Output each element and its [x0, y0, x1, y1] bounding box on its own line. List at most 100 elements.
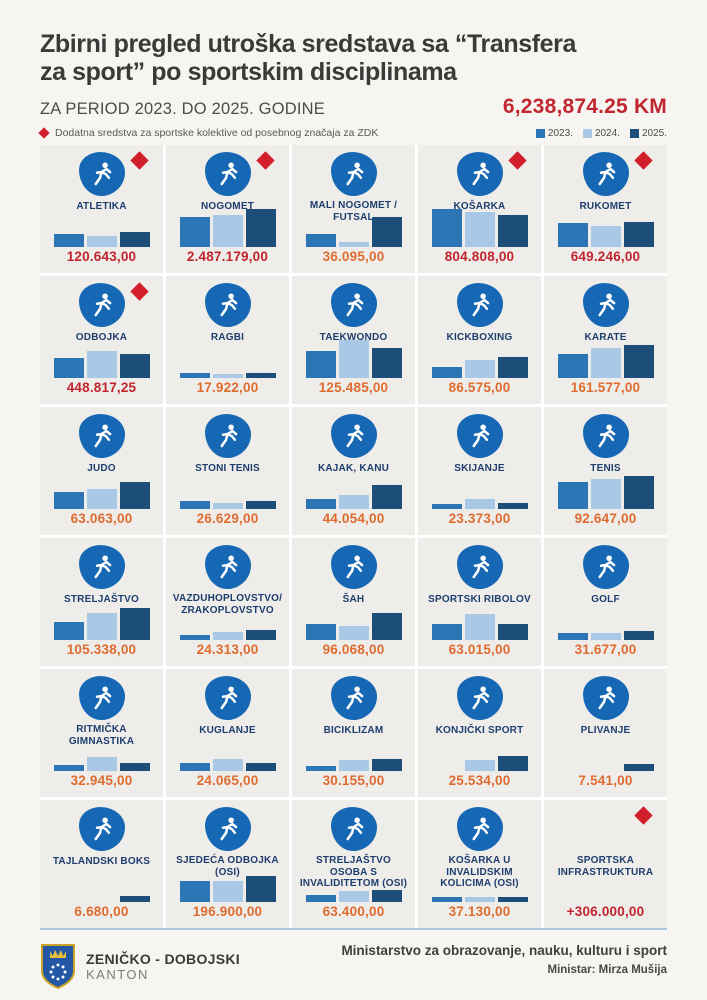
minister-name: Ministar: Mirza Mušija — [547, 964, 668, 976]
mini-bar-chart — [423, 346, 536, 378]
discipline-value: 31.677,00 — [574, 642, 637, 657]
konjicki-sport-icon — [456, 676, 503, 720]
bar-2025 — [623, 222, 654, 247]
discipline-name: STONI TENIS — [195, 462, 260, 474]
icon-zone — [330, 412, 377, 460]
bar-2023 — [53, 492, 84, 509]
page-title-line1: Zbirni pregled utroška sredstava sa “Tra… — [40, 30, 576, 58]
discipline-cell: ODBOJKA 448.817,25 — [40, 276, 163, 404]
bar-2023 — [431, 897, 462, 902]
bar-2025 — [119, 232, 150, 247]
bar-2025 — [119, 482, 150, 509]
bar-2024 — [590, 348, 621, 378]
mini-bar-chart — [297, 739, 410, 771]
discipline-cell: ŠAH 96.068,00 — [292, 538, 415, 666]
discipline-cell: KARATE 161.577,00 — [544, 276, 667, 404]
icon-zone — [330, 674, 377, 722]
discipline-value: 36.095,00 — [322, 249, 385, 264]
bar-2025 — [119, 354, 150, 378]
bar-2025 — [245, 630, 276, 640]
bar-2023 — [179, 635, 210, 640]
discipline-cell: PLIVANJE 7.541,00 — [544, 669, 667, 797]
bar-2024 — [338, 891, 369, 902]
discipline-value: 448.817,25 — [66, 380, 137, 395]
ritmicka-gimnastika-icon — [78, 676, 125, 720]
bar-2023 — [557, 223, 588, 247]
discipline-value: 161.577,00 — [570, 380, 641, 395]
discipline-name: MALI NOGOMET / FUTSAL — [309, 200, 398, 223]
discipline-cell: BICIKLIZAM 30.155,00 — [292, 669, 415, 797]
icon-zone — [582, 150, 629, 198]
plivanje-icon — [582, 676, 629, 720]
icon-zone — [204, 150, 251, 198]
taekwondo-icon — [330, 283, 377, 327]
discipline-name: ŠAH — [342, 593, 365, 605]
icon-zone — [456, 281, 503, 329]
mini-bar-chart — [549, 739, 662, 771]
icon-zone — [204, 412, 251, 460]
bar-2024 — [464, 614, 495, 640]
icon-zone — [330, 805, 377, 853]
bar-2024 — [86, 351, 117, 378]
bar-2025 — [245, 763, 276, 771]
tenis-icon — [582, 414, 629, 458]
discipline-name: ATLETIKA — [76, 200, 127, 212]
discipline-name: GOLF — [591, 593, 620, 605]
discipline-value: 6.680,00 — [74, 904, 129, 919]
discipline-cell: STONI TENIS 26.629,00 — [166, 407, 289, 535]
icon-zone — [582, 543, 629, 591]
discipline-value: 37.130,00 — [448, 904, 511, 919]
bar-2024 — [86, 236, 117, 247]
discipline-name: VAZDUHOPLOVSTVO/ ZRAKOPLOVSTVO — [172, 593, 283, 616]
mini-bar-chart — [45, 870, 158, 902]
discipline-name: PLIVANJE — [580, 724, 631, 736]
bar-2024 — [212, 632, 243, 640]
discipline-value: 23.373,00 — [448, 511, 511, 526]
bar-2023 — [557, 482, 588, 509]
discipline-cell: KAJAK, KANU 44.054,00 — [292, 407, 415, 535]
discipline-cell: NOGOMET 2.487.179,00 — [166, 145, 289, 273]
mini-bar-chart — [171, 346, 284, 378]
bar-2025 — [623, 345, 654, 378]
bar-2023 — [431, 504, 462, 509]
bar-2024 — [212, 503, 243, 509]
mini-bar-chart — [297, 477, 410, 509]
discipline-value: 86.575,00 — [448, 380, 511, 395]
bar-2024 — [86, 613, 117, 640]
discipline-cell: ATLETIKA 120.643,00 — [40, 145, 163, 273]
streljastvo-icon — [78, 545, 125, 589]
icon-zone — [78, 805, 125, 853]
mini-bar-chart — [45, 215, 158, 247]
discipline-name: KOŠARKA U INVALIDSKIM KOLICIMA (OSI) — [440, 855, 519, 889]
bar-2023 — [179, 217, 210, 247]
legend-swatch-icon — [535, 128, 545, 138]
discipline-value: 17.922,00 — [196, 380, 259, 395]
canton-sub: KANTON — [86, 966, 149, 982]
mini-bar-chart — [171, 876, 284, 902]
bar-2023 — [305, 499, 336, 509]
discipline-value: 196.900,00 — [192, 904, 263, 919]
icon-zone — [204, 805, 251, 853]
bar-2025 — [371, 348, 402, 378]
bar-2024 — [464, 760, 495, 771]
bar-2025 — [371, 759, 402, 771]
discipline-name: JUDO — [87, 462, 116, 474]
discipline-cell: SKIJANJE 23.373,00 — [418, 407, 541, 535]
discipline-name: STRELJAŠTVO — [64, 593, 139, 605]
icon-zone — [204, 543, 251, 591]
bar-2023 — [179, 501, 210, 509]
bar-2023 — [557, 354, 588, 378]
icon-zone — [582, 281, 629, 329]
icon-zone — [330, 150, 377, 198]
special-note-text: Dodatna sredstva za sportske kolektive o… — [55, 127, 379, 139]
discipline-cell: KICKBOXING 86.575,00 — [418, 276, 541, 404]
discipline-cell: STRELJAŠTVO 105.338,00 — [40, 538, 163, 666]
legend-label: 2025. — [641, 127, 667, 139]
legend-swatch-icon — [629, 128, 639, 138]
mini-bar-chart — [45, 749, 158, 771]
bar-2024 — [338, 242, 369, 247]
bar-2024 — [338, 626, 369, 640]
kosarka-osi-icon — [456, 807, 503, 851]
disciplines-grid: ATLETIKA 120.643,00 NOGOMET 2.487.179,00 MAL… — [40, 145, 667, 930]
ragbi-icon — [204, 283, 251, 327]
